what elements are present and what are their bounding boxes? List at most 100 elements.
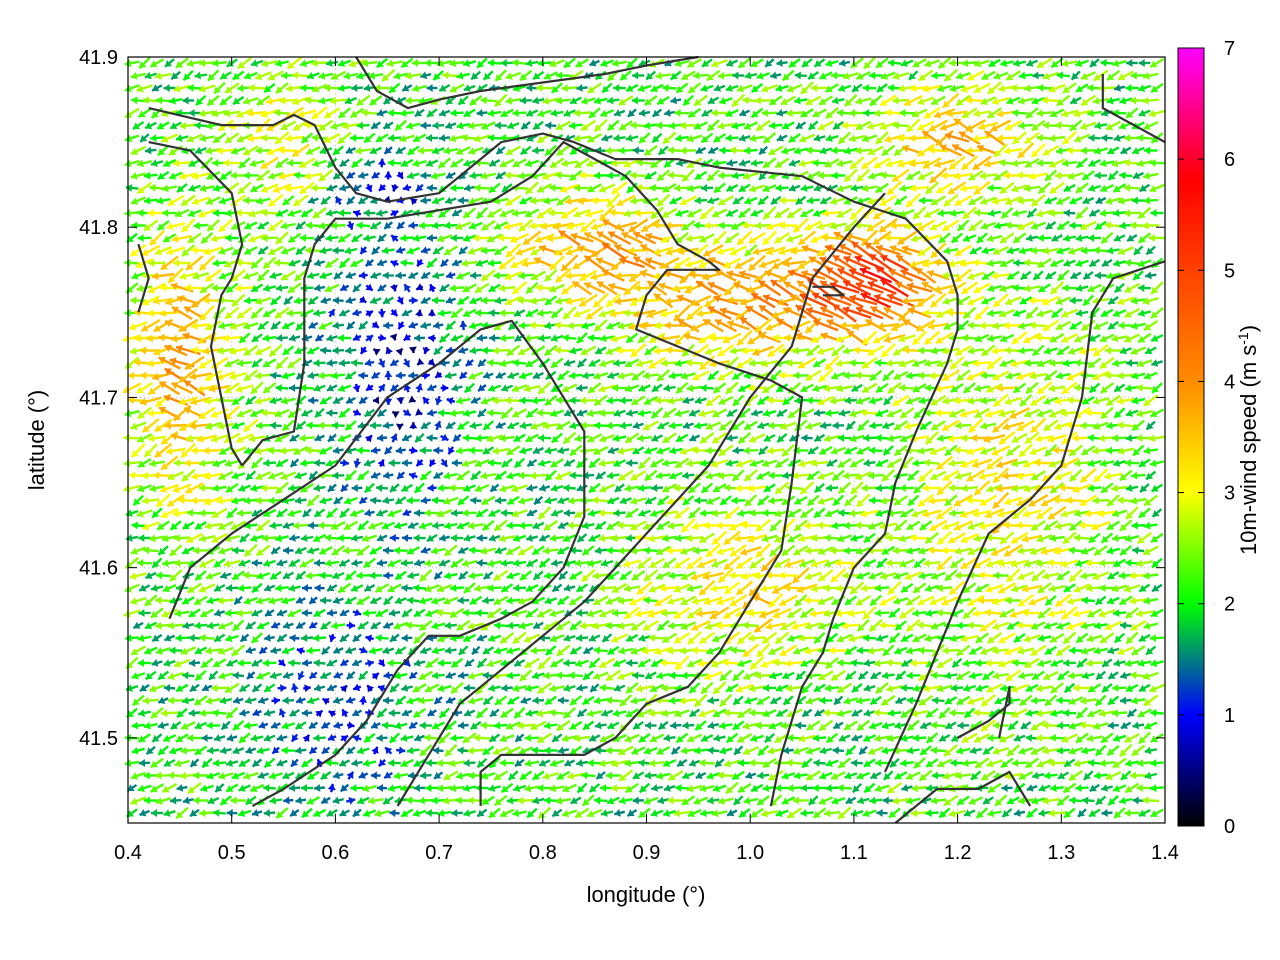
wind-arrow-head <box>967 73 975 81</box>
wind-arrow <box>1142 96 1160 105</box>
wind-arrow <box>243 71 258 80</box>
wind-arrow-head <box>845 99 853 106</box>
wind-arrow-head <box>1138 59 1145 67</box>
wind-arrow <box>618 95 634 106</box>
wind-arrow-head <box>236 110 244 118</box>
wind-arrow <box>318 96 334 105</box>
wind-arrow <box>494 69 507 82</box>
wind-arrow-head <box>869 71 876 80</box>
wind-arrow-head <box>532 96 540 105</box>
wind-arrow <box>198 84 216 93</box>
wind-arrow-head <box>618 98 626 106</box>
wind-arrow <box>988 58 1001 68</box>
wind-arrow-head <box>376 109 384 117</box>
wind-arrow <box>213 81 226 95</box>
wind-arrow <box>955 94 971 107</box>
wind-arrow-head <box>292 71 299 80</box>
wind-arrow-head <box>632 71 639 80</box>
wind-arrow-head <box>1037 60 1045 68</box>
wind-arrow-head <box>600 59 608 67</box>
wind-arrow-head <box>348 60 356 68</box>
wind-arrow <box>656 95 670 106</box>
wind-arrow <box>563 57 576 69</box>
wind-arrow <box>764 58 775 68</box>
wind-arrow-head <box>1143 72 1150 80</box>
wind-arrow-head <box>483 72 491 80</box>
wind-arrow-head <box>142 96 149 105</box>
wind-arrow <box>232 70 245 81</box>
wind-arrow-head <box>781 98 789 106</box>
wind-arrow-head <box>918 73 926 81</box>
wind-arrow <box>164 58 175 68</box>
wind-arrow-head <box>1063 86 1071 93</box>
wind-arrow <box>525 59 539 67</box>
wind-arrow-head <box>338 110 346 118</box>
wind-arrow-head <box>570 97 578 105</box>
wind-arrow-head <box>469 98 478 106</box>
wind-arrow <box>1080 94 1096 107</box>
wind-arrow <box>273 108 291 117</box>
wind-arrow <box>363 84 376 92</box>
wind-arrow-head <box>931 71 938 80</box>
wind-arrow-head <box>581 97 589 105</box>
wind-arrow-head <box>917 97 925 106</box>
wind-arrow <box>445 95 457 106</box>
wind-arrow-head <box>683 98 691 106</box>
wind-arrow <box>136 84 153 93</box>
wind-arrow <box>543 71 558 80</box>
wind-arrow-head <box>343 71 351 80</box>
wind-arrow <box>655 71 672 80</box>
wind-arrow-head <box>1151 85 1159 93</box>
wind-arrow-head <box>150 60 158 68</box>
wind-arrow-head <box>751 85 759 92</box>
wind-arrow <box>1113 84 1126 92</box>
wind-arrow <box>414 108 425 118</box>
wind-arrow-head <box>345 96 353 105</box>
wind-arrow-head <box>402 84 410 92</box>
wind-arrow <box>400 57 414 69</box>
wind-arrow-head <box>266 97 273 106</box>
wind-arrow <box>1061 59 1078 68</box>
wind-arrow <box>130 71 146 80</box>
wind-arrow <box>387 109 402 117</box>
wind-arrow <box>869 71 883 80</box>
wind-arrow-head <box>876 85 885 92</box>
wind-arrow <box>1106 96 1120 105</box>
wind-arrow-head <box>144 71 152 80</box>
wind-arrow-head <box>998 84 1005 93</box>
wind-arrow-head <box>198 84 206 93</box>
wind-arrow-head <box>1043 72 1050 80</box>
wind-arrow <box>1056 71 1070 80</box>
wind-arrow-head <box>374 84 380 92</box>
wind-arrow-head <box>412 84 420 93</box>
wind-arrow-head <box>794 71 801 80</box>
wind-arrow <box>256 95 271 106</box>
wind-arrow-head <box>876 60 884 68</box>
wind-arrow-head <box>670 96 677 105</box>
wind-arrow <box>449 83 465 93</box>
wind-arrow <box>662 83 677 92</box>
wind-arrow-head <box>993 72 1001 80</box>
wind-arrow-head <box>264 85 272 93</box>
wind-arrow <box>912 58 927 68</box>
wind-arrow <box>807 71 820 80</box>
wind-arrow <box>561 84 578 93</box>
wind-arrow-head <box>463 84 471 92</box>
wind-arrow-head <box>1090 59 1098 67</box>
wind-arrow <box>555 96 571 105</box>
wind-arrow <box>151 84 163 92</box>
wind-arrow-head <box>602 85 610 93</box>
wind-arrow-head <box>988 86 996 94</box>
wind-arrow <box>247 109 267 118</box>
wind-arrow-head <box>389 85 397 93</box>
wind-arrow <box>1089 58 1100 68</box>
wind-arrow-head <box>620 73 628 80</box>
wind-arrow <box>1138 59 1151 67</box>
wind-arrow <box>381 69 396 82</box>
wind-arrow <box>550 82 564 94</box>
wind-arrow <box>732 71 745 80</box>
wind-arrow <box>842 72 859 80</box>
wind-arrow-head <box>880 98 888 106</box>
wind-arrow <box>922 84 942 93</box>
